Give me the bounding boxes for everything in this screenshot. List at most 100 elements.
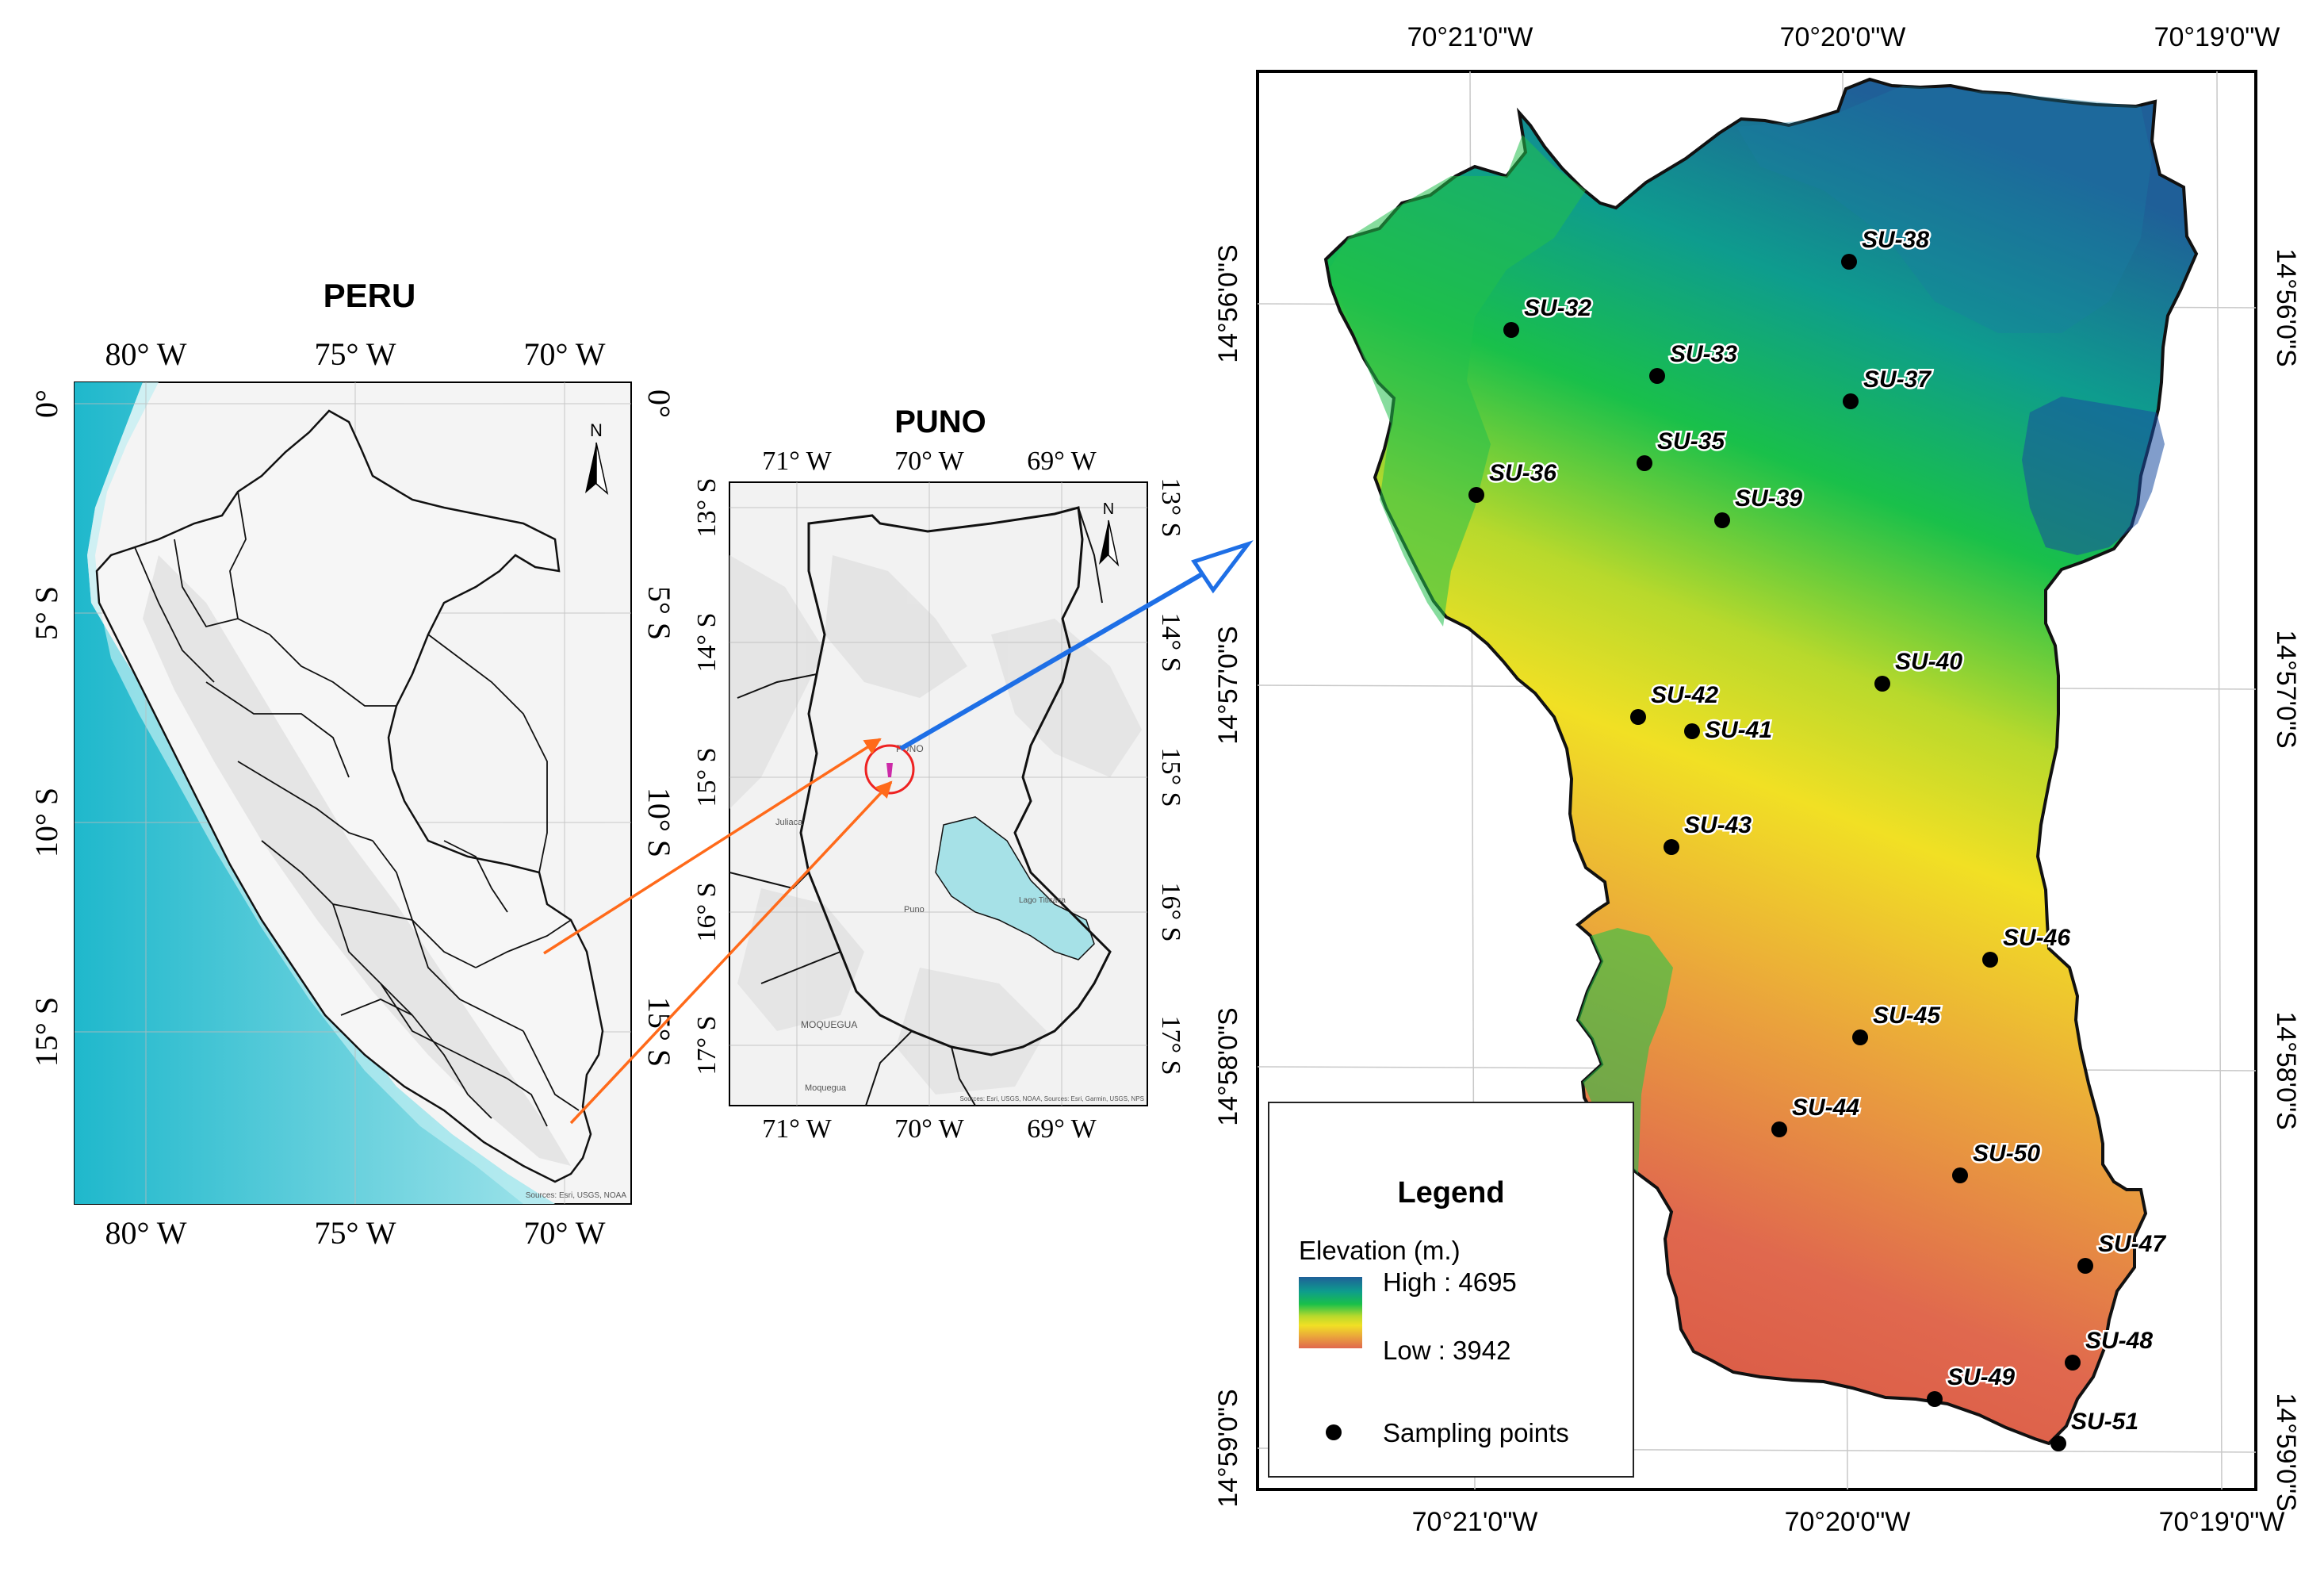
puno-lon-ticks-top: 71° W 70° W 69° W	[762, 447, 1097, 476]
puno-lat-tick: 16° S	[692, 882, 722, 941]
sampling-point-label: SU-41	[1705, 717, 1772, 743]
study-lon-tick: 70°21'0"W	[1412, 1507, 1538, 1537]
puno-lat-tick: 15° S	[1156, 747, 1185, 807]
study-area-dem	[1323, 77, 2199, 1446]
peru-lon-tick: 70° W	[523, 1215, 605, 1251]
puno-lat-tick: 17° S	[692, 1015, 722, 1075]
study-lat-ticks-right: 14°56'0"S 14°57'0"S 14°58'0"S 14°59'0"S	[2271, 248, 2301, 1511]
sampling-point-label: SU-50	[1973, 1141, 2040, 1167]
peru-lon-tick: 80° W	[105, 1215, 186, 1251]
sampling-point: SU-47	[2077, 1229, 2169, 1274]
orange-arrow-upper	[543, 738, 882, 955]
dem-west-green	[1329, 135, 1586, 627]
sampling-point-label: SU-36	[1489, 460, 1556, 486]
lake-titicaca	[935, 816, 1095, 960]
peru-map-panel: PERU	[29, 277, 677, 1251]
sampling-point-marker	[1927, 1391, 1943, 1407]
sampling-point-label: SU-38	[1862, 227, 1929, 253]
sampling-point: SU-46	[1982, 923, 2073, 968]
sampling-point-label: SU-35	[1657, 428, 1725, 454]
peru-north-arrow-icon: N	[585, 420, 609, 496]
sampling-point-label: SU-45	[1873, 1003, 1941, 1029]
sampling-point: SU-45	[1852, 1001, 1943, 1045]
peru-lat-ticks-right: 0° 5° S 10° S 15° S	[641, 389, 677, 1067]
peru-lon-ticks-top: 80° W 75° W 70° W	[105, 336, 605, 372]
legend-color-ramp	[1299, 1277, 1362, 1348]
map-legend: Legend Elevation (m.) High : 4695 Low : …	[1268, 1102, 1634, 1478]
sampling-point: SU-49	[1927, 1363, 2017, 1407]
study-lon-ticks-top: 70°21'0"W 70°20'0"W 70°19'0"W	[1407, 22, 2280, 52]
sampling-point-marker	[2050, 1436, 2066, 1451]
legend-point-symbol	[1326, 1424, 1342, 1440]
peru-ocean	[75, 382, 555, 1204]
puno-lon-tick: 71° W	[762, 447, 832, 476]
sampling-point-marker	[1843, 393, 1859, 409]
study-lat-tick: 14°59'0"S	[1213, 1389, 1243, 1507]
puno-map-panel: PUNO	[692, 404, 1185, 1144]
study-area-locator-mark	[886, 763, 893, 777]
sampling-point: SU-43	[1664, 811, 1754, 855]
peru-lat-tick: 0°	[641, 389, 677, 418]
puno-lon-tick: 71° W	[762, 1114, 832, 1144]
puno-north-label: N	[1103, 500, 1114, 518]
legend-points-label: Sampling points	[1383, 1418, 1569, 1447]
sampling-point-marker	[1684, 723, 1700, 739]
puno-title: PUNO	[894, 404, 986, 439]
sampling-point: SU-36	[1468, 458, 1559, 503]
sampling-points-layer: SU-32 SU-33 SU-35 SU-36 SU-37 SU-38 SU-39 SU-40…	[1468, 225, 2169, 1451]
sampling-point-marker	[1852, 1029, 1868, 1045]
peru-lat-ticks-left: 0° 5° S 10° S 15° S	[29, 389, 64, 1067]
peru-lat-tick: 5° S	[29, 586, 64, 640]
puno-lon-tick: 69° W	[1027, 447, 1097, 476]
place-label: Lago Titicaca	[1019, 896, 1066, 905]
sampling-point-marker	[1649, 368, 1665, 384]
study-lat-tick: 14°57'0"S	[1213, 626, 1243, 744]
puno-lat-tick: 17° S	[1156, 1015, 1185, 1075]
peru-lon-tick: 70° W	[523, 336, 605, 372]
sampling-point: SU-42	[1630, 680, 1721, 725]
sampling-point-marker	[1637, 455, 1652, 471]
sampling-point-marker	[1874, 676, 1890, 692]
sampling-point: SU-44	[1771, 1093, 1862, 1137]
sampling-point: SU-39	[1714, 484, 1805, 528]
study-area-panel: SU-32 SU-33 SU-35 SU-36 SU-37 SU-38 SU-39 SU-40…	[1213, 22, 2301, 1537]
puno-lat-tick: 15° S	[692, 747, 722, 807]
puno-lon-ticks-bottom: 71° W 70° W 69° W	[762, 1114, 1097, 1144]
connector-arrows	[543, 540, 1254, 1125]
sampling-point: SU-40	[1874, 647, 1965, 692]
sampling-point-label: SU-43	[1684, 812, 1752, 838]
sampling-point: SU-41	[1684, 715, 1775, 746]
sampling-point-label: SU-44	[1792, 1095, 1859, 1121]
puno-region-outline	[799, 506, 1112, 1056]
blue-arrow-shaft	[899, 561, 1223, 751]
puno-lat-tick: 13° S	[1156, 477, 1185, 537]
sampling-point: SU-35	[1637, 427, 1728, 471]
puno-lat-tick: 13° S	[692, 477, 722, 537]
study-lon-tick: 70°19'0"W	[2154, 22, 2280, 52]
puno-lat-tick: 14° S	[1156, 612, 1185, 672]
sampling-point: SU-37	[1843, 365, 1934, 409]
place-label: Moquegua	[805, 1083, 847, 1093]
study-lat-tick: 14°56'0"S	[2271, 248, 2301, 366]
puno-lon-tick: 70° W	[894, 1114, 964, 1144]
sampling-point-marker	[1771, 1121, 1787, 1137]
study-lon-tick: 70°20'0"W	[1785, 1507, 1911, 1537]
peru-title: PERU	[324, 277, 416, 314]
sampling-point-marker	[1952, 1167, 1968, 1183]
puno-place-labels: PUNO MOQUEGUA Lago Titicaca Puno Juliaca…	[775, 743, 1066, 1093]
sampling-point-marker	[1468, 487, 1484, 503]
peru-lat-tick: 15° S	[29, 997, 64, 1067]
puno-lat-ticks-left: 13° S 14° S 15° S 16° S 17° S	[692, 477, 722, 1075]
blue-arrow-head	[1191, 540, 1254, 594]
peru-lon-tick: 75° W	[314, 1215, 396, 1251]
puno-lon-tick: 70° W	[894, 447, 964, 476]
puno-relief	[729, 555, 1142, 1095]
sampling-point-label: SU-40	[1895, 649, 1962, 675]
sampling-point: SU-48	[2065, 1326, 2155, 1371]
peru-lat-tick: 5° S	[641, 586, 677, 640]
study-lon-tick: 70°21'0"W	[1407, 22, 1533, 52]
sampling-point-label: SU-39	[1735, 485, 1802, 512]
sampling-point-label: SU-37	[1863, 366, 1932, 393]
study-lat-tick: 14°59'0"S	[2271, 1393, 2301, 1511]
dem-northeast-blue	[2022, 397, 2165, 555]
